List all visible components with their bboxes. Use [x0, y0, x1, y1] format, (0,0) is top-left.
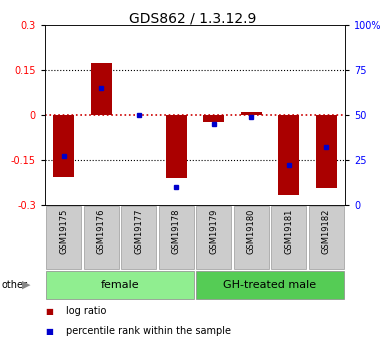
Text: GSM19178: GSM19178 [172, 208, 181, 254]
Bar [234, 206, 269, 269]
Text: GSM19176: GSM19176 [97, 208, 106, 254]
Text: GSM19182: GSM19182 [322, 208, 331, 254]
Bar [84, 206, 119, 269]
Bar [91, 62, 112, 115]
Bar [271, 206, 306, 269]
Text: female: female [101, 280, 139, 290]
Text: GSM19179: GSM19179 [209, 208, 218, 254]
Text: ■: ■ [45, 327, 53, 336]
Text: GSM19181: GSM19181 [284, 208, 293, 254]
Bar [45, 271, 194, 299]
Text: GSM19175: GSM19175 [59, 208, 68, 254]
Bar [278, 115, 299, 195]
Bar [121, 206, 156, 269]
Bar [196, 271, 345, 299]
Bar [46, 206, 81, 269]
Text: log ratio: log ratio [66, 306, 107, 316]
Bar [241, 112, 261, 115]
Text: GSM19177: GSM19177 [134, 208, 143, 254]
Bar [316, 115, 336, 188]
Text: ▶: ▶ [22, 280, 31, 290]
Bar [196, 206, 231, 269]
Text: percentile rank within the sample: percentile rank within the sample [66, 326, 231, 336]
Bar [309, 206, 344, 269]
Text: GSM19180: GSM19180 [247, 208, 256, 254]
Text: other: other [2, 280, 28, 290]
Text: GDS862 / 1.3.12.9: GDS862 / 1.3.12.9 [129, 12, 256, 26]
Bar [54, 115, 74, 177]
Bar [159, 206, 194, 269]
Text: GH-treated male: GH-treated male [223, 280, 316, 290]
Text: ■: ■ [45, 307, 53, 316]
Bar [203, 115, 224, 121]
Bar [166, 115, 187, 178]
